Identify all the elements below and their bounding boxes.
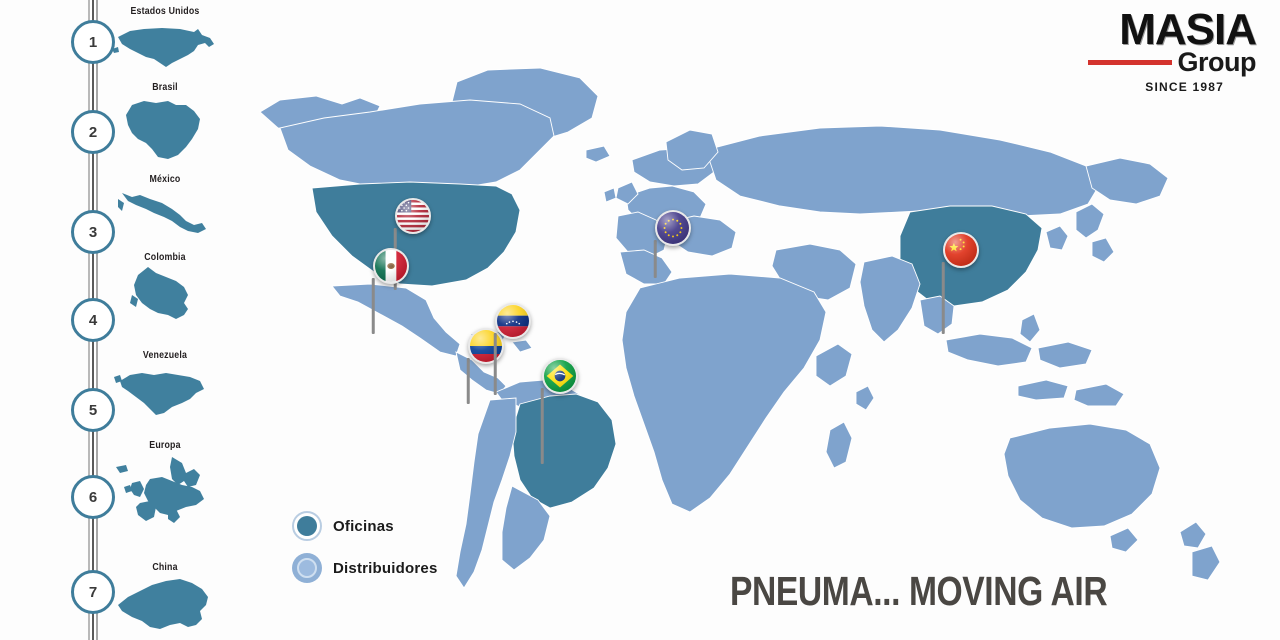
legend-marker-distributor-icon: [292, 553, 322, 583]
country-timeline-sidebar: 1 2 3 4 5 6 7 Estados Unidos Brasil Méxi…: [0, 0, 220, 640]
timeline-step-4[interactable]: 4: [71, 298, 115, 342]
colombia-shape-icon: [130, 267, 188, 319]
timeline-step-3[interactable]: 3: [71, 210, 115, 254]
company-logo: MASIA Group SINCE 1987: [1087, 5, 1257, 94]
pin-needle: [466, 358, 470, 404]
brazil-shape-icon: [126, 101, 200, 159]
legend-label-distribuidores: Distribuidores: [333, 559, 438, 577]
legend-item-distribuidores[interactable]: Distribuidores: [292, 550, 437, 586]
logo-since-text: SINCE 1987: [1145, 80, 1224, 94]
sidebar-label-mexico: México: [149, 174, 181, 185]
logo-group-text: Group: [1177, 47, 1257, 77]
co-flag-icon: [468, 328, 504, 364]
pin-needle: [653, 240, 657, 278]
sidebar-item-europa[interactable]: Europa: [110, 440, 220, 527]
timeline-step-1[interactable]: 1: [71, 20, 115, 64]
pin-needle: [493, 333, 497, 395]
china-shape-icon: [118, 579, 208, 629]
timeline-step-7[interactable]: 7: [71, 570, 115, 614]
sidebar-item-colombia[interactable]: Colombia: [110, 252, 220, 329]
tagline: PNEUMA... MOVING AIR: [730, 568, 1108, 614]
pin-needle: [371, 278, 375, 334]
us-flag-icon: [395, 198, 431, 234]
legend-marker-office-icon: [292, 511, 322, 541]
mexico-shape-icon: [118, 193, 206, 233]
legend-label-oficinas: Oficinas: [333, 517, 394, 535]
legend-item-oficinas[interactable]: Oficinas: [292, 508, 437, 544]
eu-flag-icon: [655, 210, 691, 246]
cn-flag-icon: [943, 232, 979, 268]
sidebar-item-mexico[interactable]: México: [110, 174, 220, 243]
timeline-step-6[interactable]: 6: [71, 475, 115, 519]
sidebar-item-venezuela[interactable]: Venezuela: [110, 350, 220, 421]
timeline-step-2[interactable]: 2: [71, 110, 115, 154]
sidebar-label-europa: Europa: [149, 440, 181, 451]
pin-needle: [540, 388, 544, 464]
usa-shape-icon: [112, 28, 214, 67]
logo-accent-bar: [1087, 60, 1172, 65]
pin-needle: [941, 262, 945, 334]
map-legend: Oficinas Distribuidores: [292, 508, 437, 592]
logo-brand-text: MASIA: [1119, 5, 1257, 54]
sidebar-label-colombia: Colombia: [144, 252, 186, 263]
sidebar-item-estados-unidos[interactable]: Estados Unidos: [110, 6, 220, 75]
sidebar-item-brasil[interactable]: Brasil: [110, 82, 220, 163]
sidebar-label-estados-unidos: Estados Unidos: [130, 6, 200, 17]
europe-shape-icon: [116, 457, 204, 523]
ve-flag-icon: [495, 303, 531, 339]
world-map-panel: Oficinas Distribuidores PNEUMA... MOVING…: [220, 0, 1280, 640]
sidebar-label-brasil: Brasil: [152, 82, 178, 93]
sidebar-item-china[interactable]: China: [110, 562, 220, 637]
mx-flag-icon: [373, 248, 409, 284]
timeline-step-5[interactable]: 5: [71, 388, 115, 432]
venezuela-shape-icon: [114, 373, 204, 415]
br-flag-icon: [542, 358, 578, 394]
sidebar-label-venezuela: Venezuela: [142, 350, 188, 361]
sidebar-label-china: China: [152, 562, 178, 573]
